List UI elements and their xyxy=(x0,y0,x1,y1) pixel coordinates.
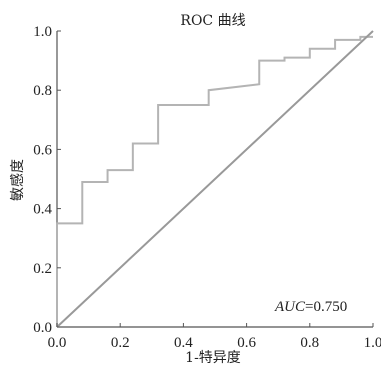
x-axis-title: 1-特异度 xyxy=(185,350,241,366)
reference-diagonal xyxy=(57,31,373,327)
y-tick-label: 0.4 xyxy=(33,202,52,218)
x-tick-label: 1.0 xyxy=(364,335,381,351)
auc-italic: AUC xyxy=(274,299,306,315)
y-tick-label: 0.0 xyxy=(33,320,52,336)
x-tick-label: 0.2 xyxy=(111,335,130,351)
x-tick-label: 0.4 xyxy=(174,335,193,351)
x-tick-label: 0.6 xyxy=(237,335,256,351)
plot-area xyxy=(57,31,373,327)
auc-annotation: AUC=0.750 xyxy=(274,299,347,315)
auc-value: =0.750 xyxy=(305,299,347,315)
y-tick-label: 0.8 xyxy=(33,83,52,99)
y-tick-label: 0.2 xyxy=(33,261,52,277)
y-tick-label: 1.0 xyxy=(33,24,52,40)
y-tick-label: 0.6 xyxy=(33,142,52,158)
chart-title: ROC 曲线 xyxy=(180,13,245,29)
x-tick-label: 0.0 xyxy=(48,335,67,351)
x-tick-label: 0.8 xyxy=(300,335,319,351)
y-axis-title: 敏感度 xyxy=(9,159,26,201)
